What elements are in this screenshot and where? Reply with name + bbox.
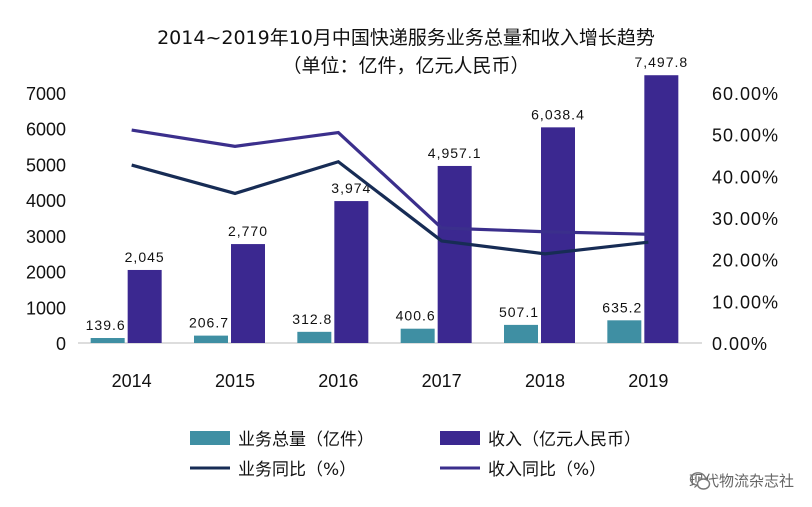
x-tick-label: 2017 [422,371,462,391]
bar-volume [194,335,228,343]
y-right-tick-label: 40.00% [712,167,779,187]
x-tick-label: 2018 [525,371,565,391]
y-left-tick-label: 3000 [26,227,66,247]
data-label-volume: 206.7 [189,315,229,331]
data-label-volume: 400.6 [396,308,436,324]
legend-revenue-label: 收入（亿元人民币） [488,430,641,450]
bar-volume [400,328,435,343]
y-right-tick-label: 30.00% [712,209,779,229]
y-right-tick-label: 10.00% [712,292,779,312]
x-tick-label: 2014 [112,371,152,391]
y-right-tick-label: 60.00% [712,84,779,104]
x-tick-label: 2016 [318,371,358,391]
data-label-volume: 139.6 [86,317,126,333]
data-label-revenue: 2,045 [125,249,165,265]
bar-revenue [334,201,369,343]
bar-revenue [541,127,575,343]
x-tick-label: 2019 [628,371,668,391]
bar-revenue [231,244,265,343]
y-left-tick-label: 0 [56,334,66,354]
y-left-tick-label: 2000 [26,263,66,283]
line-revenue-yoy [131,128,649,236]
x-tick-label: 2015 [215,371,255,391]
y-left-tick-label: 4000 [26,191,66,211]
y-left-tick-label: 7000 [26,84,66,104]
legend-volume-label: 业务总量（亿件） [238,430,374,450]
legend-volume-swatch [190,431,230,445]
bar-volume [90,338,125,343]
legend-volume-yoy-label: 业务同比（%） [238,460,356,480]
watermark-text: 现代物流杂志社 [688,472,794,490]
chart-subtitle: （单位：亿件，亿元人民币） [282,55,529,77]
watermark: 现代物流杂志社 [689,470,794,491]
bar-revenue [437,165,472,343]
data-label-volume: 312.8 [292,311,332,327]
legend-revenue-yoy-label: 收入同比（%） [488,460,606,480]
bar-revenue [644,75,679,343]
data-label-revenue: 3,974 [331,180,371,196]
data-label-revenue: 2,770 [228,223,268,239]
data-label-revenue: 7,497.8 [634,54,688,70]
wechat-icon [689,472,711,490]
bar-volume [504,324,538,343]
chart-title: 2014~2019年10月中国快递服务业务总量和收入增长趋势 [157,27,655,49]
data-label-revenue: 6,038.4 [531,106,585,122]
y-left-tick-label: 6000 [26,120,66,140]
legend-revenue-swatch [440,431,480,445]
y-right-tick-label: 50.00% [712,126,779,146]
data-label-revenue: 4,957.1 [428,145,482,161]
bar-revenue [127,269,162,343]
y-right-tick-label: 20.00% [712,251,779,271]
data-label-volume: 635.2 [602,299,642,315]
y-left-tick-label: 1000 [26,298,66,318]
y-left-tick-label: 5000 [26,155,66,175]
y-right-tick-label: 0.00% [712,334,768,354]
bar-volume [607,320,642,343]
line-volume-yoy [131,159,649,256]
bar-volume [297,331,332,343]
data-label-volume: 507.1 [499,304,539,320]
